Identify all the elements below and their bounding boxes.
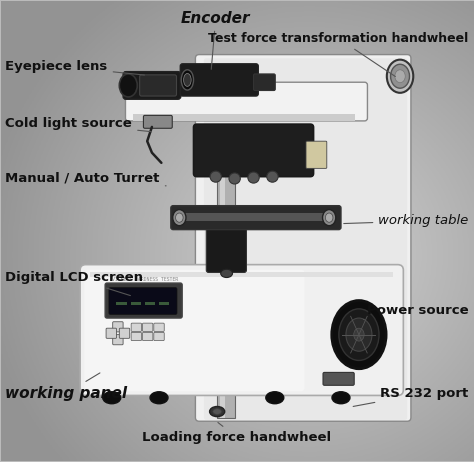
FancyBboxPatch shape <box>144 116 172 128</box>
FancyBboxPatch shape <box>119 328 130 338</box>
FancyBboxPatch shape <box>80 265 403 395</box>
Text: Digital LCD screen: Digital LCD screen <box>5 272 144 296</box>
Ellipse shape <box>183 73 191 86</box>
FancyBboxPatch shape <box>154 323 164 331</box>
Ellipse shape <box>150 392 168 404</box>
Ellipse shape <box>339 309 379 360</box>
FancyBboxPatch shape <box>106 328 117 338</box>
FancyBboxPatch shape <box>323 372 354 385</box>
Circle shape <box>248 172 259 183</box>
FancyBboxPatch shape <box>113 334 123 345</box>
FancyBboxPatch shape <box>131 332 142 340</box>
Ellipse shape <box>387 60 413 93</box>
Text: Test force transformation handwheel: Test force transformation handwheel <box>209 32 469 77</box>
Text: working panel: working panel <box>5 373 128 401</box>
Bar <box>217 171 235 418</box>
Text: Cold light source: Cold light source <box>5 117 152 132</box>
FancyBboxPatch shape <box>126 82 367 121</box>
Bar <box>91 272 393 277</box>
Circle shape <box>267 171 278 182</box>
Ellipse shape <box>266 392 284 404</box>
FancyBboxPatch shape <box>105 283 182 318</box>
Ellipse shape <box>213 409 221 414</box>
FancyBboxPatch shape <box>206 224 246 273</box>
FancyBboxPatch shape <box>254 74 275 91</box>
FancyBboxPatch shape <box>143 323 153 331</box>
FancyBboxPatch shape <box>113 322 123 332</box>
Bar <box>176 213 335 221</box>
FancyBboxPatch shape <box>204 58 407 420</box>
Text: working table: working table <box>344 214 469 227</box>
FancyBboxPatch shape <box>306 141 327 168</box>
Bar <box>133 115 355 122</box>
Bar <box>145 302 155 305</box>
FancyBboxPatch shape <box>143 332 153 340</box>
Text: Power source: Power source <box>364 304 469 319</box>
FancyBboxPatch shape <box>193 124 314 176</box>
Text: Manual / Auto Turret: Manual / Auto Turret <box>5 172 166 186</box>
Bar <box>159 302 169 305</box>
Ellipse shape <box>175 213 183 222</box>
Text: VICKERS HARDNESS TESTER: VICKERS HARDNESS TESTER <box>112 277 178 282</box>
Ellipse shape <box>325 213 333 222</box>
FancyBboxPatch shape <box>171 206 341 230</box>
Ellipse shape <box>103 392 121 404</box>
Ellipse shape <box>210 407 225 417</box>
FancyBboxPatch shape <box>140 75 176 96</box>
Ellipse shape <box>322 210 336 226</box>
Text: Loading force handwheel: Loading force handwheel <box>143 422 331 444</box>
Circle shape <box>229 173 240 184</box>
Text: RS 232 port: RS 232 port <box>353 387 469 407</box>
Circle shape <box>210 171 221 182</box>
Bar <box>219 171 225 418</box>
Bar <box>117 302 127 305</box>
Ellipse shape <box>332 392 350 404</box>
FancyBboxPatch shape <box>195 55 411 421</box>
Ellipse shape <box>332 301 386 369</box>
Ellipse shape <box>354 328 364 341</box>
FancyBboxPatch shape <box>123 72 181 99</box>
Ellipse shape <box>391 64 410 88</box>
FancyBboxPatch shape <box>84 270 305 391</box>
Bar <box>131 302 141 305</box>
FancyBboxPatch shape <box>131 323 142 331</box>
Ellipse shape <box>181 70 193 90</box>
Ellipse shape <box>221 269 233 278</box>
Ellipse shape <box>119 74 137 97</box>
Ellipse shape <box>395 70 405 83</box>
FancyBboxPatch shape <box>109 288 177 314</box>
Text: Eyepiece lens: Eyepiece lens <box>5 60 145 75</box>
Ellipse shape <box>346 318 372 351</box>
Ellipse shape <box>173 210 186 226</box>
FancyBboxPatch shape <box>154 332 164 340</box>
FancyBboxPatch shape <box>180 64 258 96</box>
Text: Encoder: Encoder <box>181 11 250 69</box>
